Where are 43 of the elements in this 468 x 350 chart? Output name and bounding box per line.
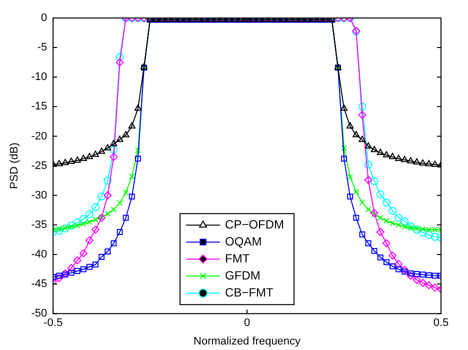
x-tick-label: -0.5 (44, 317, 63, 330)
legend-label: FMT (225, 251, 250, 266)
point (406, 222, 415, 230)
point (79, 215, 88, 224)
point (358, 102, 366, 111)
y-tick-label: 0 (40, 12, 48, 24)
y-tick-label: -5 (37, 42, 48, 54)
x-tick-label: 0 (244, 317, 250, 330)
point (424, 230, 433, 239)
y-tick-label: -50 (31, 308, 48, 320)
legend-label: CP−OFDM (225, 217, 284, 232)
point (104, 176, 112, 185)
point (394, 214, 403, 222)
point (388, 206, 397, 215)
x-axis-title: Normalized frequency (194, 335, 302, 348)
point (430, 232, 439, 241)
legend-label: GFDM (225, 268, 260, 282)
point (418, 228, 427, 237)
point (116, 53, 124, 62)
point (92, 203, 100, 212)
y-tick-label: -15 (31, 100, 48, 113)
legend-label: OQAM (225, 234, 262, 248)
y-tick-label: -30 (31, 189, 48, 202)
point (110, 146, 118, 154)
legend-label: CB−FMT (225, 285, 274, 300)
y-tick-label: -10 (31, 71, 48, 84)
point (98, 192, 106, 201)
y-tick-label: -20 (31, 130, 48, 142)
point (85, 210, 94, 218)
point (364, 160, 372, 169)
y-tick-label: -35 (31, 218, 48, 231)
y-tick-label: -25 (31, 160, 48, 172)
point (376, 190, 384, 198)
y-tick-label: -45 (31, 278, 48, 290)
y-axis-title: PSD (dB) (8, 142, 21, 190)
point (382, 198, 390, 206)
y-tick-label: -40 (31, 248, 48, 261)
point (73, 218, 82, 227)
point (370, 177, 378, 186)
point (55, 226, 64, 235)
point (400, 217, 409, 226)
point (412, 226, 421, 234)
x-tick-label: 0.5 (433, 317, 449, 330)
